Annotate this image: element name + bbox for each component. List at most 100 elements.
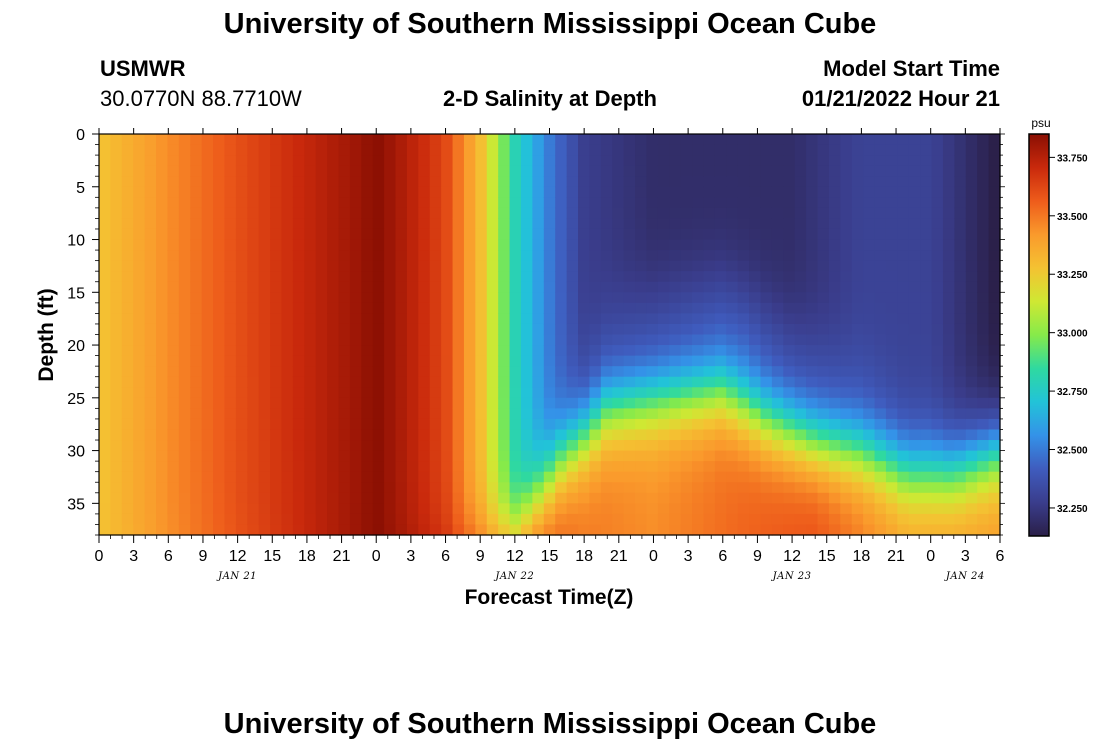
heatmap-cell <box>315 144 328 156</box>
heatmap-cell <box>247 134 260 146</box>
heatmap-cell <box>692 450 705 462</box>
heatmap-cell <box>270 355 283 367</box>
heatmap-cell <box>635 144 648 156</box>
heatmap-cell <box>509 134 522 146</box>
heatmap-cell <box>635 218 648 230</box>
heatmap-cell <box>543 397 556 409</box>
heatmap-cell <box>247 450 260 462</box>
heatmap-cell <box>851 471 864 483</box>
heatmap-cell <box>406 313 419 325</box>
heatmap-cell <box>201 471 214 483</box>
heatmap-cell <box>463 271 476 283</box>
heatmap-cell <box>99 134 112 146</box>
heatmap-cell <box>201 197 214 209</box>
heatmap-cell <box>840 450 853 462</box>
heatmap-cell <box>156 302 169 314</box>
heatmap-cell <box>942 207 955 220</box>
heatmap-cell <box>657 144 670 156</box>
heatmap-cell <box>737 471 750 483</box>
heatmap-cell <box>532 524 545 536</box>
heatmap-cell <box>555 134 568 146</box>
heatmap-cell <box>977 228 990 241</box>
heatmap-cell <box>270 313 283 325</box>
heatmap-cell <box>395 176 408 188</box>
heatmap-cell <box>908 471 921 483</box>
heatmap-cell <box>349 440 362 452</box>
heatmap-cell <box>110 176 123 188</box>
heatmap-cell <box>190 461 203 473</box>
heatmap-cell <box>372 397 385 409</box>
heatmap-cell <box>144 418 157 431</box>
heatmap-cell <box>908 134 921 146</box>
heatmap-cell <box>692 323 705 336</box>
heatmap-cell <box>178 313 191 325</box>
heatmap-cell <box>224 492 237 504</box>
heatmap-cell <box>361 144 374 156</box>
heatmap-cell <box>657 334 670 346</box>
heatmap-cell <box>600 334 613 346</box>
heatmap-cell <box>885 271 898 283</box>
heatmap-cell <box>714 376 727 388</box>
heatmap-cell <box>463 292 476 304</box>
heatmap-cell <box>828 176 841 188</box>
heatmap-cell <box>258 334 271 346</box>
heatmap-cell <box>247 176 260 188</box>
heatmap-cell <box>361 250 374 262</box>
heatmap-cell <box>144 345 157 357</box>
heatmap-cell <box>213 461 226 473</box>
heatmap-cell <box>703 260 716 272</box>
heatmap-cell <box>110 197 123 209</box>
heatmap-cell <box>384 207 397 220</box>
heatmap-cell <box>520 334 533 346</box>
heatmap-cell <box>190 239 203 251</box>
heatmap-cell <box>190 387 203 399</box>
heatmap-cell <box>965 355 978 367</box>
heatmap-cell <box>178 355 191 367</box>
heatmap-cell <box>988 165 1001 177</box>
heatmap-cell <box>794 281 807 293</box>
heatmap-cell <box>566 440 579 452</box>
heatmap-cell <box>635 281 648 293</box>
heatmap-cell <box>224 482 237 494</box>
heatmap-cell <box>965 292 978 304</box>
heatmap-cell <box>270 218 283 230</box>
heatmap-cell <box>258 197 271 209</box>
heatmap-cell <box>372 366 385 378</box>
heatmap-cell <box>828 482 841 494</box>
heatmap-cell <box>623 207 636 220</box>
heatmap-cell <box>885 186 898 198</box>
heatmap-cell <box>669 302 682 314</box>
heatmap-cell <box>920 250 933 262</box>
heatmap-cell <box>384 397 397 409</box>
heatmap-cell <box>361 292 374 304</box>
heatmap-cell <box>589 239 602 251</box>
heatmap-cell <box>144 387 157 399</box>
heatmap-cell <box>258 513 271 526</box>
heatmap-cell <box>532 228 545 241</box>
heatmap-cell <box>794 144 807 156</box>
heatmap-cell <box>167 418 180 431</box>
heatmap-cell <box>520 281 533 293</box>
heatmap-cell <box>714 408 727 420</box>
heatmap-cell <box>349 376 362 388</box>
heatmap-cell <box>224 334 237 346</box>
heatmap-cell <box>555 397 568 409</box>
heatmap-cell <box>315 292 328 304</box>
heatmap-cell <box>760 408 773 420</box>
heatmap-cell <box>840 292 853 304</box>
heatmap-cell <box>988 513 1001 526</box>
heatmap-cell <box>167 176 180 188</box>
heatmap-cell <box>942 334 955 346</box>
heatmap-cell <box>555 418 568 431</box>
heatmap-cell <box>258 355 271 367</box>
heatmap-cell <box>532 260 545 272</box>
heatmap-cell <box>190 397 203 409</box>
heatmap-cell <box>965 482 978 494</box>
heatmap-cell <box>99 334 112 346</box>
heatmap-cell <box>635 429 648 441</box>
heatmap-cell <box>99 503 112 515</box>
heatmap-cell <box>532 165 545 177</box>
heatmap-cell <box>692 408 705 420</box>
heatmap-cell <box>235 144 248 156</box>
heatmap-cell <box>817 513 830 526</box>
